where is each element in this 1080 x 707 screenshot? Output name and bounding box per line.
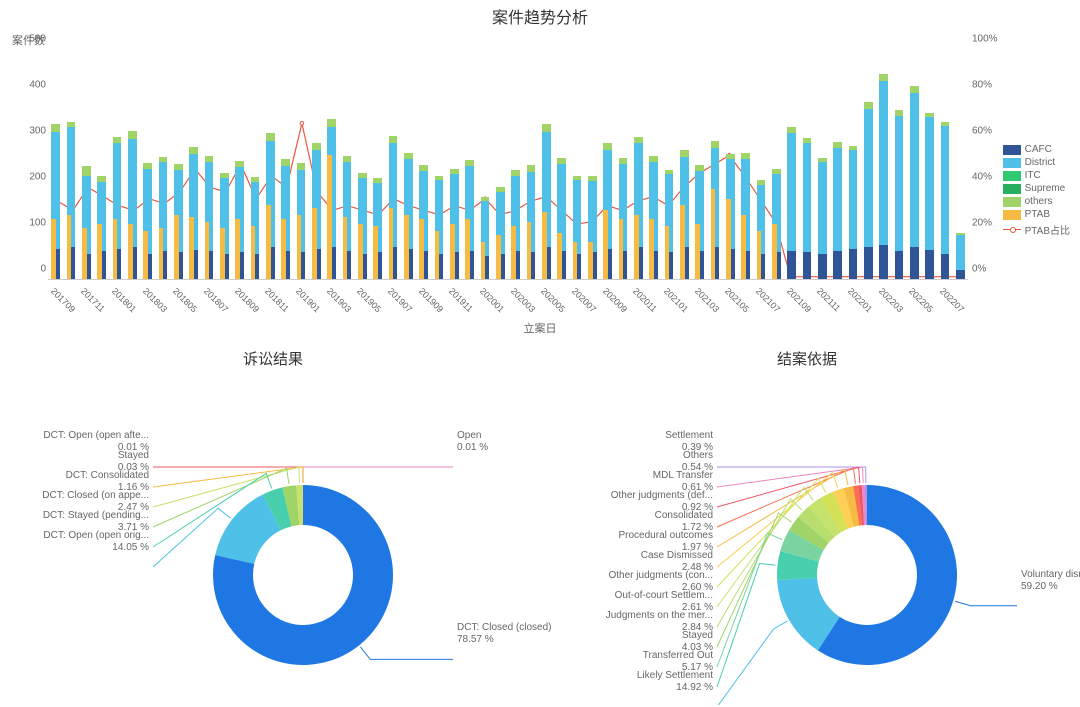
slice-label: DCT: Open (open orig...14.05 % [43, 530, 149, 554]
ptab-bar [143, 231, 148, 279]
slice-label: Likely Settlement14.92 % [637, 670, 713, 694]
ptab-bar [634, 215, 639, 279]
ptab-bar [465, 219, 470, 279]
ptab-bar [189, 217, 194, 279]
ptab-bar [573, 242, 578, 279]
ptab-bar [557, 233, 562, 279]
trend-legend: CAFC District ITC Supreme others PTAB PTAB占比 [1003, 144, 1070, 239]
donut-left: 诉讼结果 Open0.01 %DCT: Closed (closed)78.57… [13, 348, 533, 698]
trend-line [48, 50, 968, 279]
ptab-bar [695, 224, 700, 279]
ptab-bar [481, 242, 486, 279]
ptab-bar [220, 228, 225, 279]
slice-label: DCT: Closed (closed)78.57 % [457, 622, 551, 646]
ptab-bar [82, 228, 87, 279]
slice-label: Voluntary dismissal59.20 % [1021, 569, 1080, 593]
donut-right: 结案依据 Voluntary dismissal59.20 %Settlemen… [547, 348, 1067, 698]
ptab-bar [496, 235, 501, 279]
ptab-bar [726, 199, 731, 280]
legend-item: ITC [1003, 170, 1070, 181]
ptab-bar [97, 224, 102, 279]
ptab-bar [343, 217, 348, 279]
legend-item: PTAB占比 [1003, 222, 1070, 237]
ptab-bar [603, 210, 608, 279]
ptab-bar [174, 215, 179, 279]
ptab-bar [312, 208, 317, 279]
ptab-bar [266, 205, 271, 279]
ptab-bar [680, 205, 685, 279]
ptab-bar [772, 224, 777, 279]
ptab-bar [757, 231, 762, 279]
ptab-bar [404, 215, 409, 279]
ptab-bar [527, 222, 532, 280]
x-ticks: 2017092017112018012018032018052018072018… [48, 284, 968, 322]
legend-item: PTAB [1003, 209, 1070, 220]
ptab-bar [435, 231, 440, 279]
ptab-bar [327, 155, 332, 279]
trend-chart-title: 案件趋势分析 [6, 4, 1074, 28]
bar-area [48, 50, 968, 280]
legend-item: District [1003, 157, 1070, 168]
ptab-bar [389, 208, 394, 279]
ptab-bar [235, 219, 240, 279]
legend-item: CAFC [1003, 144, 1070, 155]
ptab-bar [67, 215, 72, 279]
y-ticks-left: 0100200300400500 [16, 50, 46, 280]
ptab-bar [741, 215, 746, 279]
legend-item: Supreme [1003, 183, 1070, 194]
ptab-bar [205, 222, 210, 280]
ptab-bar [373, 226, 378, 279]
ptab-bar [450, 224, 455, 279]
ptab-bar [281, 219, 286, 279]
ptab-bar [619, 219, 624, 279]
ptab-bar [113, 219, 118, 279]
ptab-bar [711, 189, 716, 279]
ptab-bar [358, 224, 363, 279]
slice-label: Open0.01 % [457, 430, 488, 454]
x-axis-label: 立案日 [524, 320, 557, 336]
ptab-bar [511, 226, 516, 279]
legend-item: others [1003, 196, 1070, 207]
ptab-bar [649, 219, 654, 279]
ptab-bar [542, 212, 547, 279]
ptab-bar [128, 224, 133, 279]
ptab-bar [665, 226, 670, 279]
trend-chart: 案件趋势分析 案件数 0100200300400500 0%20%40%60%8… [6, 4, 1074, 338]
donut-right-title: 结案依据 [547, 348, 1067, 369]
ptab-bar [159, 228, 164, 279]
ptab-bar [251, 226, 256, 279]
donut-left-title: 诉讼结果 [13, 348, 533, 369]
ptab-bar [51, 219, 56, 279]
ptab-bar [297, 215, 302, 279]
ptab-bar [419, 219, 424, 279]
ptab-bar [588, 242, 593, 279]
